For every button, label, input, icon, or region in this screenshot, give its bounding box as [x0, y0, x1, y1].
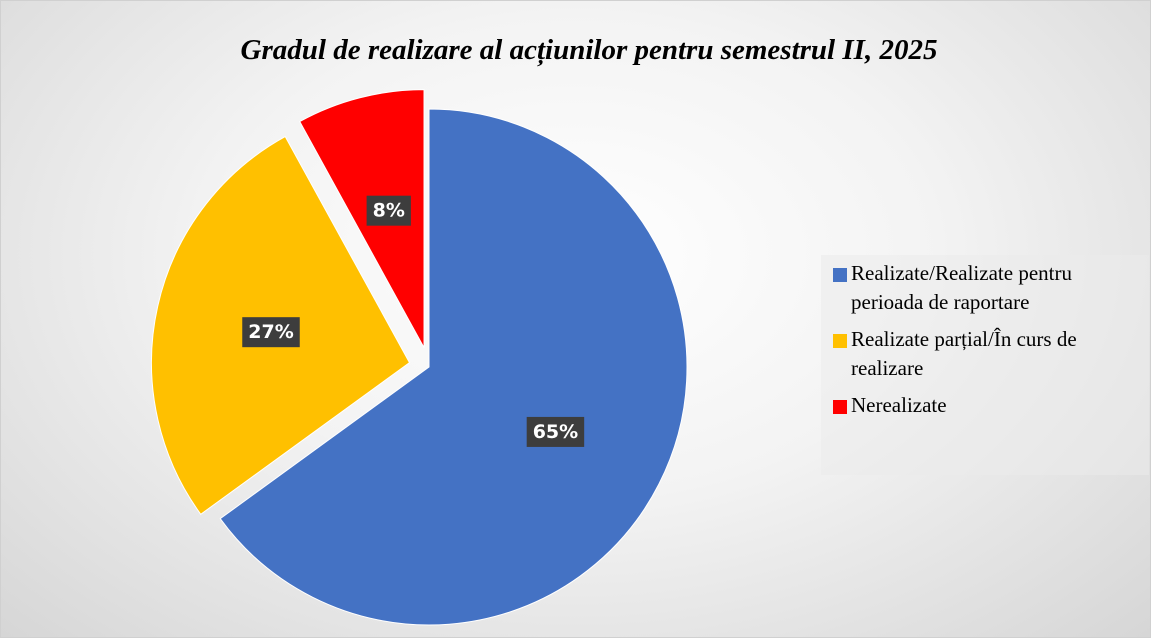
legend-label: Realizate parțial/În curs de realizare	[851, 327, 1077, 380]
legend-label: Nerealizate	[851, 393, 947, 417]
value-label: 65%	[533, 421, 578, 443]
legend-swatch	[833, 400, 847, 414]
chart-title: Gradul de realizare al acțiunilor pentru…	[241, 34, 938, 67]
legend-item: Nerealizate	[831, 391, 1141, 420]
legend-label: Realizate/Realizate pentru perioada de r…	[851, 261, 1072, 314]
value-label-box	[366, 195, 411, 226]
legend: Realizate/Realizate pentru perioada de r…	[821, 255, 1149, 475]
legend-swatch	[833, 268, 847, 282]
value-label: 27%	[248, 321, 293, 343]
legend-item: Realizate/Realizate pentru perioada de r…	[831, 259, 1141, 317]
legend-swatch	[833, 334, 847, 348]
value-label: 8%	[373, 200, 405, 222]
legend-item: Realizate parțial/În curs de realizare	[831, 325, 1141, 383]
pie-slice	[299, 89, 425, 348]
pie-slice	[219, 108, 688, 626]
value-label-box	[526, 416, 585, 447]
value-label-box	[242, 317, 300, 348]
